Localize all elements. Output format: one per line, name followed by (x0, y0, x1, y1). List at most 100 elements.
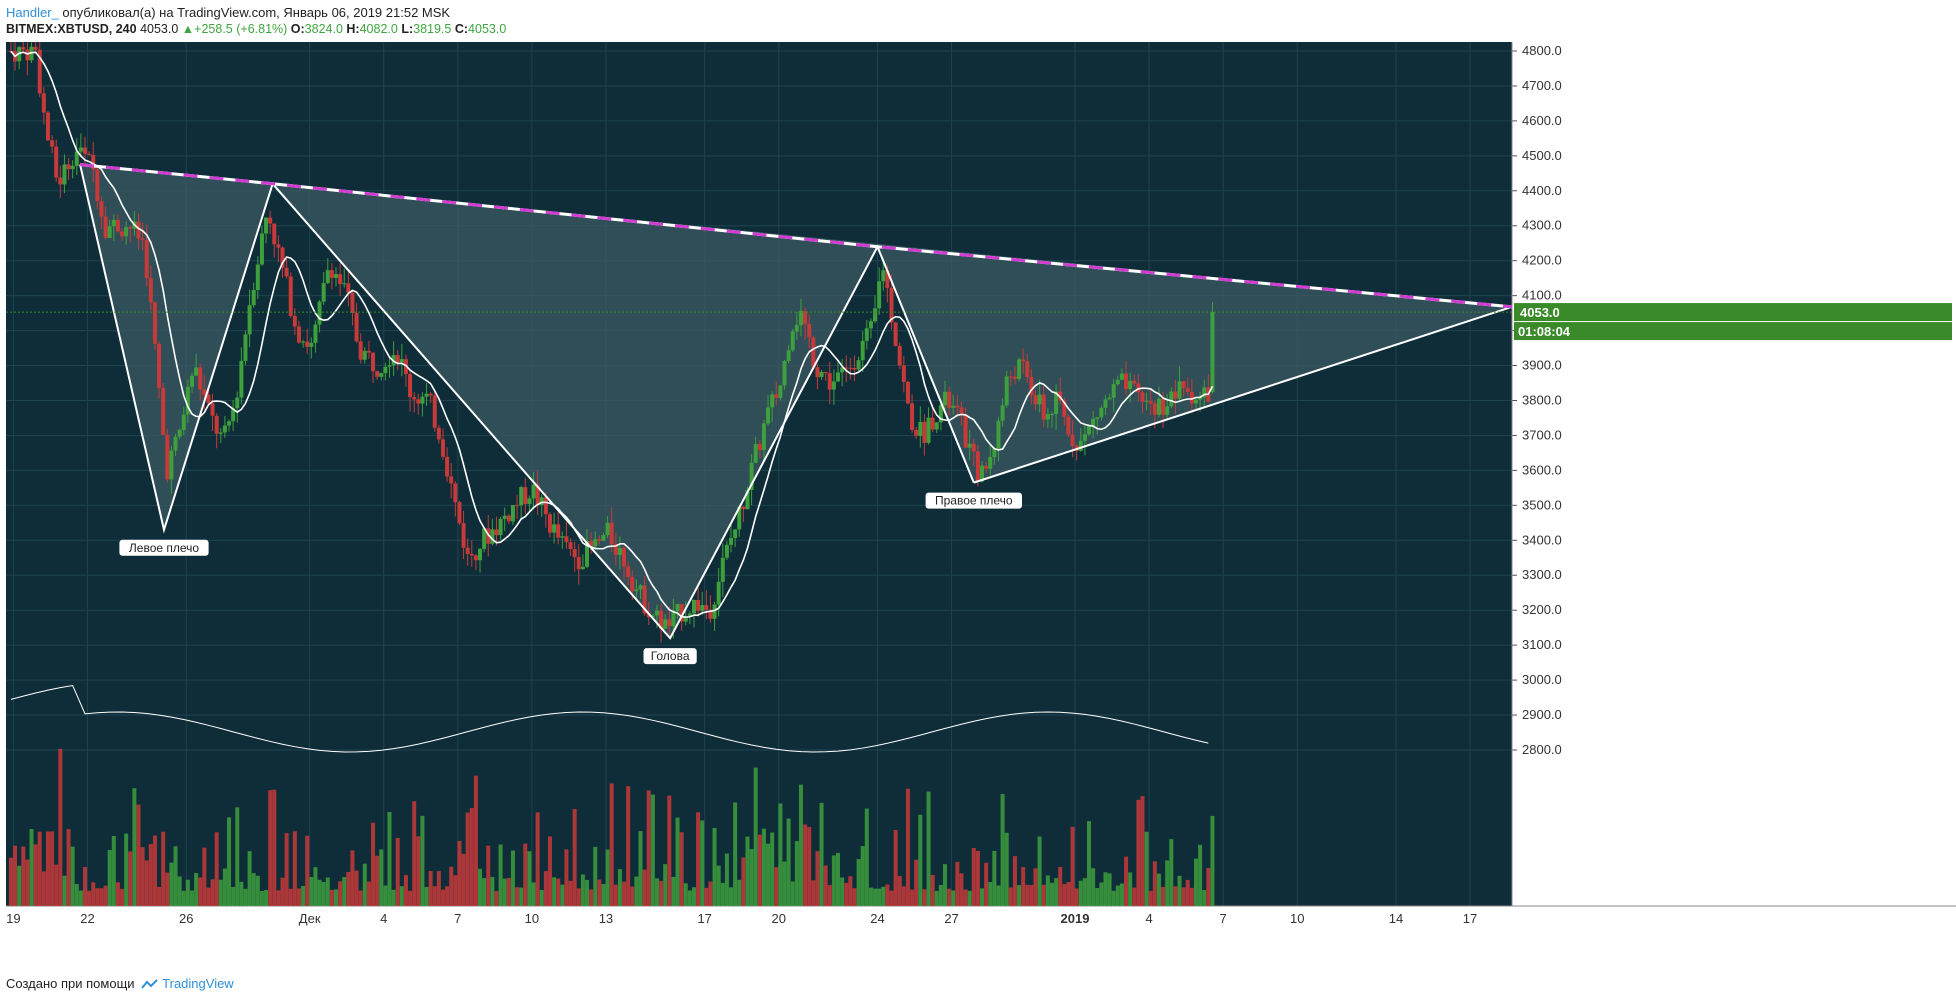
volume-bar (288, 888, 293, 906)
volume-bar (778, 803, 783, 906)
volume-bar (663, 864, 668, 906)
volume-bar (934, 890, 939, 906)
y-tick-label: 4600.0 (1522, 113, 1562, 128)
volume-bar (1000, 793, 1005, 906)
volume-bar (111, 836, 116, 906)
candle-body (424, 393, 429, 397)
candle-body (852, 367, 857, 370)
volume-bar (1119, 883, 1124, 906)
y-tick-label: 3000.0 (1522, 672, 1562, 687)
price-chart[interactable]: 2800.0 2900.0 3000.0 3100.0 3200.0 3300.0 3400… (0, 42, 1956, 972)
volume-bar (21, 846, 26, 906)
volume-bar (37, 831, 42, 906)
y-tick-label: 3600.0 (1522, 462, 1562, 477)
volume-bar (1074, 888, 1079, 906)
candle-body (1008, 376, 1013, 378)
volume-bar (45, 831, 50, 906)
candle-body (506, 515, 511, 522)
candle-body (45, 112, 50, 141)
candle-body (1189, 391, 1194, 404)
high-value: 4082.0 (359, 22, 398, 36)
candle-body (292, 315, 297, 327)
candle-body (111, 219, 116, 227)
candle-body (62, 164, 67, 185)
candle-body (539, 497, 544, 506)
volume-bar (473, 775, 478, 906)
volume-bar (1033, 868, 1038, 906)
volume-bar (296, 888, 301, 906)
volume-bar (144, 860, 149, 906)
candle-body (786, 350, 791, 362)
candle-body (523, 487, 528, 504)
volume-bar (181, 890, 186, 906)
candle-body (951, 405, 956, 408)
volume-bar (564, 849, 569, 906)
candle-body (803, 310, 808, 325)
volume-bar (741, 857, 746, 906)
volume-bar (942, 864, 947, 906)
candle-body (21, 47, 26, 50)
x-tick-label: 17 (1463, 911, 1477, 926)
candle-body (264, 217, 269, 234)
volume-bar (803, 824, 808, 906)
y-tick-label: 3100.0 (1522, 637, 1562, 652)
candle-body (1082, 434, 1087, 441)
moving-average-line (10, 50, 1214, 618)
volume-bar (807, 826, 812, 906)
candle-body (74, 151, 79, 166)
candle-body (1004, 376, 1009, 406)
x-tick-label: 13 (599, 911, 613, 926)
volume-bar (897, 876, 902, 906)
volume-bar (218, 879, 223, 906)
volume-bar (264, 889, 269, 906)
candle-body (766, 407, 771, 424)
candle-body (967, 443, 972, 448)
candle-body (1078, 440, 1083, 451)
candle-body (827, 373, 832, 390)
volume-bar (630, 886, 635, 906)
candle-body (214, 415, 219, 434)
candle-body (708, 610, 713, 619)
volume-bar (1099, 882, 1104, 906)
volume-bar (140, 847, 145, 906)
volume-bar (823, 865, 828, 906)
volume-bar (626, 786, 631, 906)
publish-info: Handler_ опубликовал(а) на TradingView.c… (6, 5, 450, 20)
candle-body (959, 407, 964, 415)
volume-average-line (10, 684, 1209, 753)
candle-body (687, 613, 692, 617)
volume-bar (1111, 890, 1116, 906)
volume-bar (301, 885, 306, 906)
volume-bar (371, 822, 376, 906)
volume-bar (198, 877, 203, 906)
volume-bar (712, 827, 717, 906)
volume-bar (358, 890, 363, 906)
volume-bar (494, 890, 499, 906)
author-link[interactable]: Handler_ (6, 5, 59, 20)
volume-bar (1161, 886, 1166, 906)
y-tick-label: 3300.0 (1522, 567, 1562, 582)
candle-body (720, 557, 725, 582)
candle-body (1202, 387, 1207, 398)
volume-bar (585, 879, 590, 906)
volume-bar (280, 877, 285, 906)
candle-body (572, 548, 577, 558)
volume-bar (1107, 873, 1112, 906)
candle-body (609, 522, 614, 545)
candle-body (399, 359, 404, 363)
candle-body (560, 536, 565, 538)
candle-body (445, 456, 450, 477)
candle-body (753, 444, 758, 463)
tradingview-link[interactable]: TradingView (162, 976, 234, 991)
annotation-label: Правое плечо (935, 494, 1013, 508)
candle-body (794, 325, 799, 332)
volume-bar (1078, 880, 1083, 906)
volume-bar (597, 879, 602, 906)
volume-bar (881, 886, 886, 906)
volume-bar (675, 817, 680, 906)
volume-bar (206, 887, 211, 906)
candle-body (50, 140, 55, 147)
volume-bar (185, 879, 190, 906)
volume-bar (1181, 887, 1186, 906)
volume-bar (284, 833, 289, 906)
